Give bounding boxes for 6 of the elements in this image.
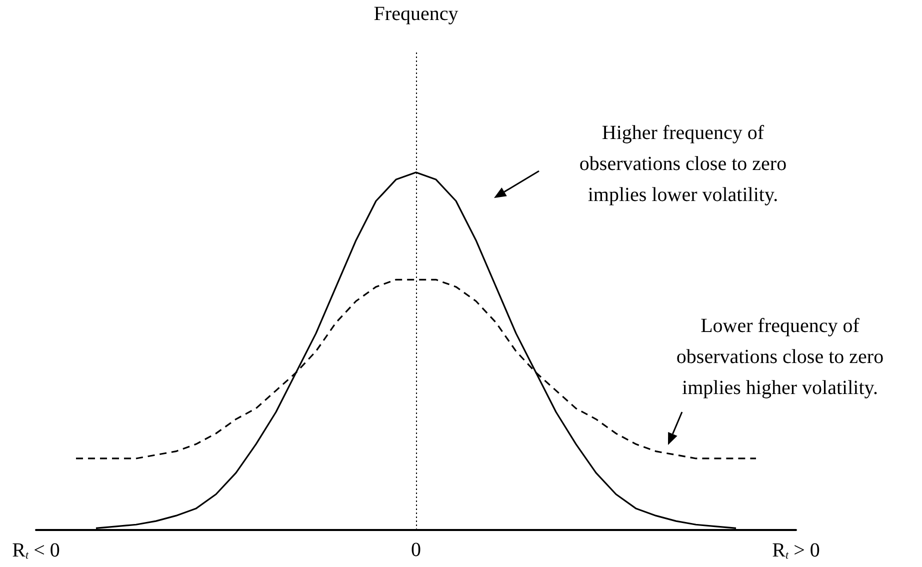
x-tick-label: Rt > 0 [772, 540, 820, 562]
x-tick-label: 0 [411, 539, 421, 561]
x-tick-label: Rt < 0 [12, 540, 60, 562]
annotation: Lower frequency of observations close to zero implies higher volatility. [675, 314, 885, 401]
annotation: Higher frequency of observations close to zero implies lower volatility. [578, 121, 788, 208]
text: Frequency [372, 2, 460, 27]
